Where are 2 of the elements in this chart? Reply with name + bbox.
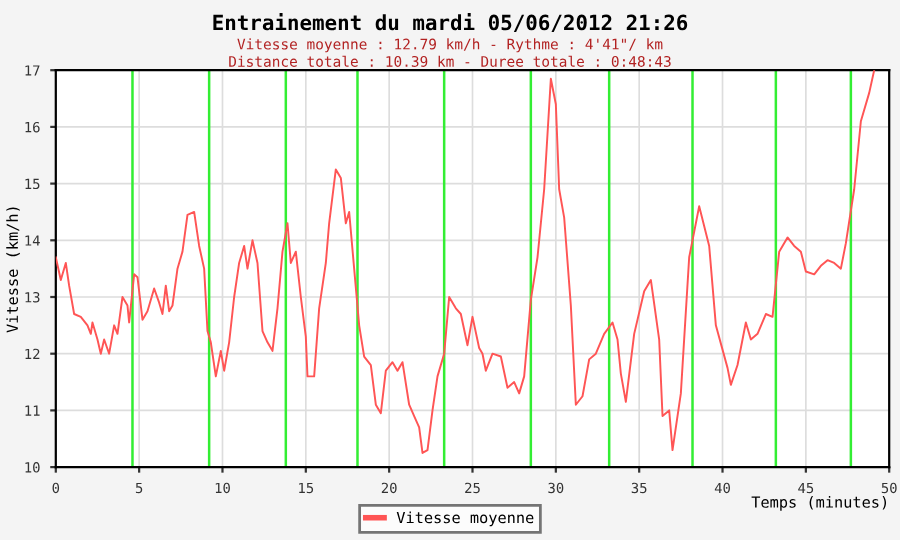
line-series — [55, 70, 876, 454]
chart-title: Entrainement du mardi 05/06/2012 21:26 — [213, 13, 688, 32]
